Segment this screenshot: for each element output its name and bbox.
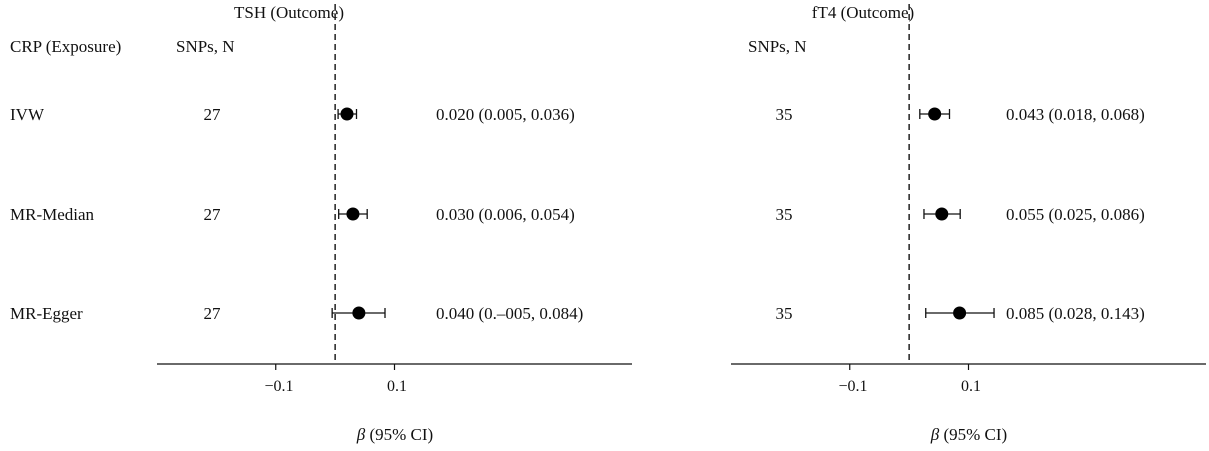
ft4-snps-mr-median: 35: [776, 205, 793, 224]
ft4-point-estimate-mr-egger: [953, 306, 967, 320]
tsh-panel: TSH (Outcome) SNPs, N 27 27 27 0.020 (0.…: [157, 3, 632, 444]
ft4-x-tick-label-pos: 0.1: [961, 378, 981, 395]
ft4-panel-title: fT4 (Outcome): [812, 3, 914, 22]
method-label-mr-median: MR-Median: [10, 205, 95, 224]
ft4-x-tick-label-neg: −0.1: [838, 378, 867, 395]
ft4-ci-text-ivw: 0.043 (0.018, 0.068): [1006, 105, 1145, 124]
method-label-ivw: IVW: [10, 105, 45, 124]
tsh-ci-text-ivw: 0.020 (0.005, 0.036): [436, 105, 575, 124]
method-label-mr-egger: MR-Egger: [10, 304, 83, 323]
tsh-x-tick-label-neg: −0.1: [264, 378, 293, 395]
ft4-snps-header: SNPs, N: [748, 37, 807, 56]
ft4-point-estimate-ivw: [928, 107, 942, 121]
tsh-snps-mr-median: 27: [204, 205, 222, 224]
tsh-snps-mr-egger: 27: [204, 304, 222, 323]
ft4-snps-ivw: 35: [776, 105, 793, 124]
tsh-point-estimate-mr-egger: [352, 306, 366, 320]
tsh-snps-header: SNPs, N: [176, 37, 235, 56]
tsh-ci-text-mr-egger: 0.040 (0.–005, 0.084): [436, 304, 583, 323]
tsh-snps-ivw: 27: [204, 105, 222, 124]
ft4-ci-text-mr-median: 0.055 (0.025, 0.086): [1006, 205, 1145, 224]
tsh-panel-title: TSH (Outcome): [234, 3, 344, 22]
ft4-snps-mr-egger: 35: [776, 304, 793, 323]
row-header: CRP (Exposure): [10, 37, 121, 56]
tsh-ci-text-mr-median: 0.030 (0.006, 0.054): [436, 205, 575, 224]
tsh-x-tick-label-pos: 0.1: [387, 378, 407, 395]
ft4-x-axis-label: β (95% CI): [930, 425, 1007, 444]
tsh-point-estimate-ivw: [340, 107, 354, 121]
ft4-panel: fT4 (Outcome) SNPs, N 35 35 35 0.043 (0.…: [731, 3, 1206, 444]
ft4-ci-text-mr-egger: 0.085 (0.028, 0.143): [1006, 304, 1145, 323]
tsh-point-estimate-mr-median: [346, 207, 360, 221]
tsh-x-axis-label: β (95% CI): [356, 425, 433, 444]
ft4-point-estimate-mr-median: [935, 207, 949, 221]
